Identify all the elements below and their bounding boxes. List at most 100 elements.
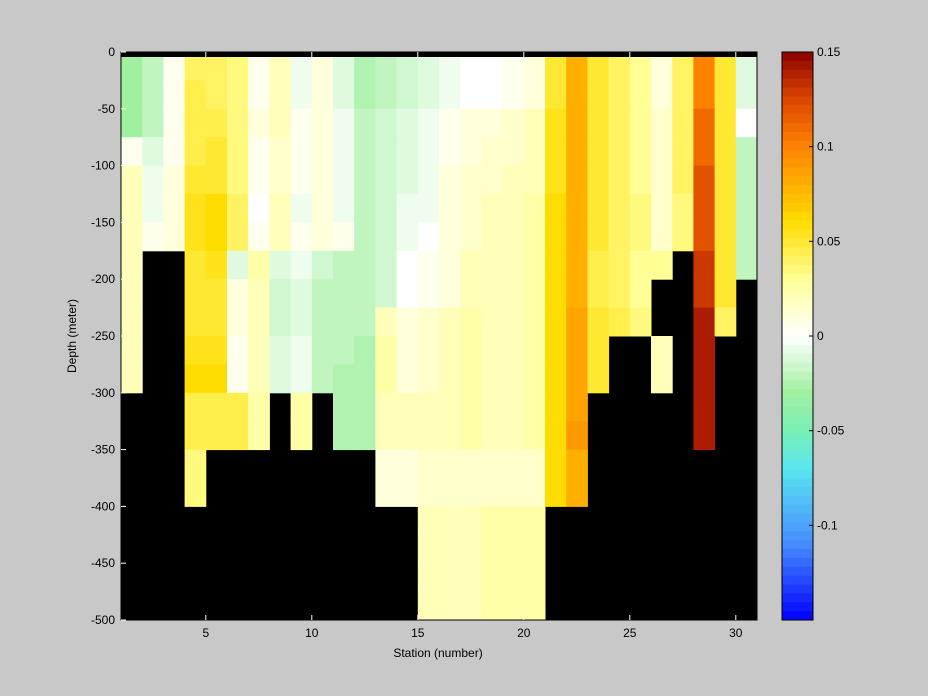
heatmap-cell	[502, 563, 525, 593]
heatmap-cell	[396, 222, 419, 252]
y-tick-label: -400	[91, 499, 115, 513]
heatmap-cell	[545, 392, 567, 422]
heatmap-cell	[269, 222, 292, 252]
heatmap-cell	[502, 478, 525, 507]
x-tick-label: 20	[517, 626, 531, 640]
heatmap-cell	[396, 307, 419, 337]
colorbar-segment	[782, 300, 813, 310]
heatmap-cell	[587, 279, 610, 309]
y-tick-label: -350	[91, 443, 115, 457]
heatmap-cell	[205, 336, 228, 365]
heatmap-cell	[184, 80, 207, 110]
heatmap-cell	[142, 80, 164, 110]
heatmap-cell	[545, 137, 567, 167]
heatmap-cell	[735, 80, 758, 110]
heatmap-cell	[163, 80, 186, 110]
heatmap-cell	[693, 421, 716, 451]
heatmap-cell	[481, 563, 504, 593]
heatmap-cell	[545, 222, 567, 252]
heatmap-cell	[502, 449, 525, 479]
heatmap-cell	[672, 108, 694, 138]
heatmap-cell	[481, 392, 504, 422]
heatmap-cell	[651, 52, 673, 81]
colorbar-segment	[782, 380, 813, 390]
heatmap-cell	[481, 506, 504, 536]
heatmap-cell	[417, 307, 440, 337]
heatmap-cell	[566, 222, 588, 252]
heatmap-cell	[608, 80, 631, 110]
colorbar-segment	[782, 469, 813, 479]
colorbar-segment	[782, 52, 813, 62]
colorbar-segment	[782, 327, 813, 337]
heatmap-cell	[460, 108, 482, 138]
heatmap-cell	[481, 137, 504, 167]
heatmap-cell	[523, 250, 546, 280]
heatmap-cell	[184, 392, 207, 422]
heatmap-cell	[417, 478, 440, 507]
heatmap-cell	[566, 421, 588, 451]
heatmap-cell	[269, 194, 292, 223]
heatmap-cell	[460, 194, 482, 223]
heatmap-cell	[693, 336, 716, 365]
heatmap-cell	[311, 222, 334, 252]
heatmap-cell	[184, 194, 207, 223]
colorbar-segment	[782, 123, 813, 133]
heatmap-cell	[417, 506, 440, 536]
heatmap-cell	[290, 52, 313, 81]
heatmap-cell	[672, 165, 694, 195]
colorbar-segment	[782, 495, 813, 506]
heatmap-cell	[290, 364, 313, 394]
heatmap-cell	[545, 80, 567, 110]
heatmap-cell	[184, 449, 207, 479]
heatmap-cell	[523, 449, 546, 479]
y-tick-label: -150	[91, 215, 115, 229]
heatmap-cell	[523, 80, 546, 110]
heatmap-cell	[523, 137, 546, 167]
colorbar-segment	[782, 256, 813, 266]
heatmap-cell	[523, 279, 546, 309]
heatmap-cell	[354, 80, 376, 110]
heatmap-cell	[311, 279, 334, 309]
heatmap-cell	[311, 364, 334, 394]
heatmap-cell	[333, 279, 355, 309]
heatmap-cell	[121, 80, 143, 110]
y-tick-label: -200	[91, 272, 115, 286]
heatmap-cell	[417, 250, 440, 280]
colorbar-segment	[782, 273, 813, 284]
colorbar-segment	[782, 167, 813, 177]
heatmap-cell	[693, 307, 716, 337]
heatmap-cell	[205, 392, 228, 422]
heatmap-cell	[142, 52, 164, 81]
heatmap-cell	[439, 250, 461, 280]
heatmap-cell	[502, 392, 525, 422]
colorbar-tick-label: -0.05	[817, 424, 845, 438]
heatmap-cell	[375, 165, 398, 195]
heatmap-cell	[502, 80, 525, 110]
heatmap-cell	[672, 80, 694, 110]
heatmap-cell	[608, 165, 631, 195]
heatmap-cell	[417, 165, 440, 195]
heatmap-cell	[629, 307, 652, 337]
heatmap-cell	[354, 108, 376, 138]
heatmap-cell	[545, 364, 567, 394]
heatmap-cell	[714, 279, 737, 309]
heatmap-cell	[417, 194, 440, 223]
x-tick-label: 25	[623, 626, 637, 640]
heatmap-cell	[545, 194, 567, 223]
heatmap-cell	[587, 137, 610, 167]
heatmap-cell	[163, 194, 186, 223]
heatmap-cell	[629, 279, 652, 309]
heatmap-cell	[545, 307, 567, 337]
colorbar	[782, 52, 813, 621]
heatmap-cell	[481, 421, 504, 451]
heatmap-cell	[205, 421, 228, 451]
heatmap-cell	[502, 364, 525, 394]
y-axis-ticks: 0 -50 -100 -150 -200 -250 -300 -350 -400 -450 -500	[91, 45, 126, 627]
heatmap-cell	[396, 421, 419, 451]
heatmap-cell	[163, 137, 186, 167]
colorbar-segment	[782, 291, 813, 302]
heatmap-cell	[417, 591, 440, 621]
heatmap-cell	[651, 250, 673, 280]
heatmap-cell	[629, 250, 652, 280]
heatmap-cell	[566, 137, 588, 167]
